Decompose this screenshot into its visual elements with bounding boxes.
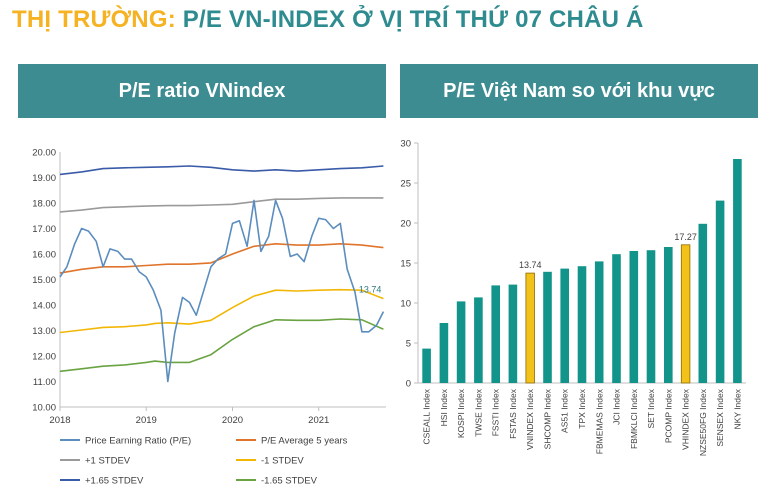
bar-category-label-17: SENSEX Index	[715, 388, 725, 446]
left-y-tick-label: 14.00	[32, 301, 56, 312]
bar-16	[698, 223, 708, 383]
bar-3	[474, 297, 483, 383]
legend-label-plus1: +1 STDEV	[85, 456, 131, 467]
bar-value-label-6: 13.74	[519, 260, 542, 270]
bar-11	[612, 254, 621, 383]
bar-category-label-16: NZSE50FG Index	[698, 388, 708, 456]
series-line-minus1	[59, 288, 384, 334]
bar-value-label-15: 17.27	[674, 232, 697, 242]
bar-18	[733, 159, 742, 383]
series-line-pe	[59, 199, 385, 383]
legend-label-minus165: -1.65 STDEV	[261, 476, 318, 487]
bar-category-label-1: HSI Index	[439, 388, 449, 426]
right-y-tick-label: 10	[400, 299, 411, 310]
left-x-tick-label: 2018	[49, 415, 70, 426]
bar-15	[680, 244, 691, 384]
left-y-tick-label: 10.00	[32, 403, 56, 414]
series-line-plus165	[59, 165, 384, 176]
bar-10	[594, 261, 604, 383]
bar-category-label-14: PCOMP Index	[663, 388, 673, 443]
bar-category-label-10: FBMEMAS Index	[594, 388, 604, 454]
left-y-tick-label: 16.00	[32, 250, 56, 261]
right-y-tick-label: 25	[400, 179, 411, 190]
pe-last-value-label: 13.74	[359, 285, 382, 295]
right-y-tick-label: 30	[400, 139, 411, 150]
bar-category-label-7: SHCOMP Index	[542, 388, 552, 449]
bar-0	[422, 348, 431, 383]
bar-category-label-2: KOSPI Index	[456, 388, 466, 438]
left-y-tick-label: 13.00	[32, 326, 56, 337]
bar-8	[560, 268, 569, 383]
bar-category-label-0: CSEALL Index	[422, 388, 432, 444]
bar-category-label-6: VNINDEX Index	[525, 388, 535, 450]
left-y-tick-label: 17.00	[32, 224, 56, 235]
bar-9	[577, 266, 587, 383]
bar-category-label-9: TPX Index	[577, 388, 587, 428]
bar-6	[525, 272, 535, 384]
bar-category-label-5: FSTAS Index	[508, 388, 518, 439]
left-y-tick-label: 12.00	[32, 352, 56, 363]
right-y-tick-label: 15	[400, 259, 411, 270]
bar-category-label-3: TWSE Index	[473, 388, 483, 436]
bar-17	[715, 200, 725, 383]
bar-5	[508, 284, 518, 383]
series-line-minus165	[59, 318, 384, 373]
left-y-tick-label: 18.00	[32, 199, 56, 210]
left-y-tick-label: 20.00	[32, 148, 56, 159]
bar-category-label-11: JCI Index	[612, 388, 622, 425]
legend-label-avg: P/E Average 5 years	[261, 436, 348, 447]
bar-12	[629, 251, 639, 383]
left-x-tick-label: 2020	[222, 415, 243, 426]
series-line-avg	[59, 243, 384, 274]
bar-2	[456, 301, 466, 383]
left-x-tick-label: 2019	[136, 415, 157, 426]
bar-1	[439, 323, 449, 383]
series-line-plus1	[59, 197, 384, 213]
legend-label-minus1: -1 STDEV	[261, 456, 304, 467]
left-y-tick-label: 19.00	[32, 173, 56, 184]
right-y-tick-label: 20	[400, 219, 411, 230]
right-y-tick-label: 0	[406, 379, 411, 390]
left-y-tick-label: 15.00	[32, 275, 56, 286]
page-title-rest: P/E VN-INDEX Ở VỊ TRÍ THỨ 07 CHÂU Á	[182, 6, 644, 33]
bar-category-label-13: SET Index	[646, 388, 656, 428]
bar-7	[543, 271, 552, 383]
left-y-tick-label: 11.00	[33, 377, 56, 388]
page-title: THỊ TRƯỜNG: P/E VN-INDEX Ở VỊ TRÍ THỨ 07…	[12, 6, 644, 34]
bar-category-label-12: FBMKLCI Index	[629, 388, 639, 449]
bar-4	[491, 285, 500, 383]
right-panel-title: P/E Việt Nam so với khu vực	[400, 64, 758, 118]
bar-category-label-15: VHINDEX Index	[681, 388, 691, 450]
page-title-lead: THỊ TRƯỜNG:	[12, 6, 176, 33]
bar-13	[646, 250, 656, 383]
left-panel-title: P/E ratio VNindex	[18, 64, 386, 118]
bar-category-label-4: FSSTI Index	[491, 388, 501, 436]
right-y-tick-label: 5	[406, 339, 411, 350]
bar-category-label-8: AS51 Index	[560, 388, 570, 433]
legend-label-pe: Price Earning Ratio (P/E)	[85, 436, 191, 447]
left-x-tick-label: 2021	[308, 415, 329, 426]
legend-label-plus165: +1.65 STDEV	[85, 476, 144, 487]
bar-category-label-18: NKY Index	[732, 388, 742, 429]
bar-14	[664, 247, 673, 383]
